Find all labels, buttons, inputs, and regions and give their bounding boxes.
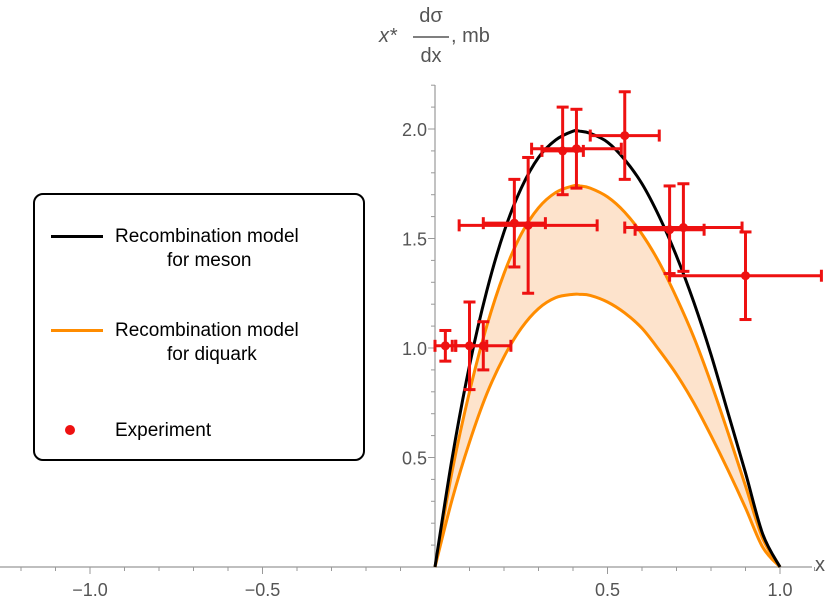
y-tick-label: 2.0 (402, 120, 427, 140)
experiment-point (457, 155, 599, 295)
axes: −1.0 −0.5 0.5 1.0 0.5 1.0 1.5 2.0 (0, 84, 815, 600)
y-axis-label: x* dσ dx , mb (378, 5, 490, 67)
y-label-suffix: , mb (451, 25, 490, 47)
experiment-point (530, 107, 623, 190)
experiment-marker (678, 223, 688, 233)
experiment-marker (523, 220, 533, 230)
y-tick-label: 1.0 (402, 339, 427, 359)
experiment-point (668, 230, 823, 322)
experiment-marker (741, 271, 750, 281)
experiment-marker (620, 131, 630, 141)
legend-swatch-experiment (65, 425, 75, 435)
diquark-lower-line (433, 292, 782, 569)
experiment-point (454, 320, 513, 372)
x-tick-label: 0.5 (595, 580, 620, 600)
x-tick-label: −0.5 (245, 580, 281, 600)
experiment-marker (571, 144, 581, 154)
y-tick-label: 0.5 (402, 449, 427, 469)
experiment-marker (440, 341, 450, 351)
experiment-point (623, 182, 744, 273)
y-label-prefix: x* (378, 25, 398, 47)
legend-label-experiment: Experiment (115, 420, 212, 441)
legend-swatch-meson (51, 235, 103, 238)
diquark-band (435, 185, 780, 567)
y-label-numerator: dσ (419, 5, 443, 27)
experiment-point (481, 177, 547, 269)
legend-label-meson-line1: Recombination model (115, 226, 299, 247)
experiment-point (588, 90, 661, 181)
legend-label-diquark-line2: for diquark (167, 344, 257, 365)
legend-label-meson-line2: for meson (167, 250, 252, 271)
y-label-denominator: dx (420, 45, 441, 67)
legend-label-diquark-line1: Recombination model (115, 320, 299, 341)
experiment-point (433, 328, 458, 363)
x-tick-label: 1.0 (767, 580, 792, 600)
experiment-marker (478, 341, 488, 351)
x-axis-label: x (815, 554, 825, 576)
x-tick-label: −1.0 (72, 580, 108, 600)
y-tick-label: 1.5 (402, 230, 427, 250)
legend-swatch-diquark (51, 329, 103, 332)
diquark-band-fill (435, 185, 780, 567)
legend: Recombination model for meson Recombinat… (33, 193, 365, 461)
experiment-points (433, 90, 823, 392)
